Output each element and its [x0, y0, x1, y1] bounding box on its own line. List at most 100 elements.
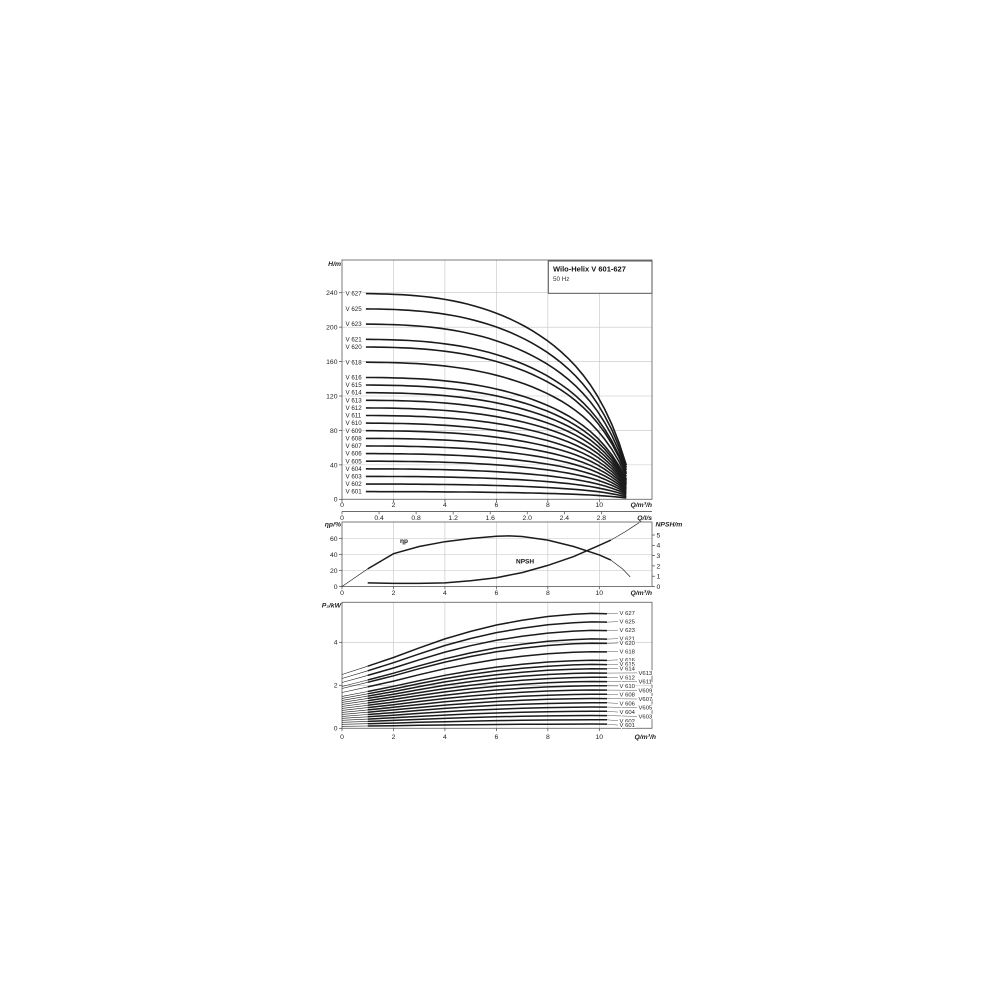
power-curve-v605: [367, 706, 608, 718]
power-curve-v611: [367, 680, 608, 704]
head-curve-name: V 603: [346, 474, 363, 481]
head-curve-v616: [365, 376, 628, 480]
head-curve-name: V 612: [346, 405, 363, 412]
power-curve-lead-in: [341, 723, 368, 725]
axis-tick-label: 2.4: [560, 515, 570, 522]
axis-tick-label: 0: [340, 502, 344, 509]
power-curve-lead-in: [341, 714, 368, 717]
power-curve-v620: [367, 642, 608, 684]
power-label-leader: [607, 651, 619, 653]
efficiency-axis-label: ηp/%: [325, 522, 341, 529]
head-curve-name: V 625: [346, 306, 363, 313]
power-curve-name: V 602: [620, 719, 635, 725]
power-curve-lead-in: [341, 711, 368, 715]
power-curve-v627: [367, 612, 608, 667]
power-curve-lead-in: [341, 695, 368, 701]
head-curve-v627: [365, 292, 628, 466]
power-curve-v607: [367, 697, 608, 713]
power-curve-name: V 606: [620, 701, 636, 707]
efficiency-curve-label: ηp: [400, 538, 408, 545]
axis-tick-label: 2.8: [597, 515, 607, 522]
head-curve-v606: [365, 452, 627, 493]
head-curve-name: V 605: [346, 458, 363, 465]
power-curve-name: V 618: [620, 649, 636, 655]
head-curve-v620: [365, 346, 628, 475]
head-curve-v625: [365, 308, 628, 468]
npsh-curve-label: NPSH: [516, 559, 534, 566]
power-label-leader: [607, 621, 619, 623]
power-curve-v609: [367, 689, 608, 709]
axis-tick-label: 4: [443, 734, 447, 741]
head-curve-v618: [365, 361, 628, 477]
power-curve-v606: [367, 702, 607, 716]
power-curve-v602: [367, 719, 607, 725]
head-curve-name: V 604: [346, 466, 363, 473]
power-label-leader: [607, 629, 619, 631]
power-label-leader: [607, 638, 619, 640]
axis-tick-label: 3: [657, 553, 661, 560]
power-curve-lead-in: [341, 709, 368, 713]
power-label-leader: [607, 706, 638, 708]
axis-tick-label: 4: [443, 502, 447, 509]
power-curve-name: V613: [639, 671, 653, 677]
head-curve-name: V 601: [346, 489, 363, 496]
head-curve-name: V 620: [346, 344, 363, 351]
power-curve-lead-in: [341, 691, 368, 697]
power-curve-lead-in: [341, 716, 368, 719]
axis-tick-label: 1.2: [448, 515, 458, 522]
label-leader-lines: [606, 612, 638, 726]
power-curve-name: V 623: [620, 628, 636, 634]
axis-tick-label: 240: [326, 290, 338, 297]
power-curve-name: V607: [639, 697, 653, 703]
axis-tick-label: 2: [392, 734, 396, 741]
axis-tick-label: 10: [596, 590, 604, 597]
axis-tick-label: 0: [334, 497, 338, 504]
head-curve-v603: [365, 475, 627, 497]
head-curve-v604: [365, 468, 627, 495]
axis-tick-label: 0: [340, 590, 344, 597]
axis-tick-label: 4: [657, 543, 661, 550]
head-curve-v602: [365, 483, 627, 498]
head-curve-v605: [365, 460, 627, 494]
head-curve-v608: [365, 437, 627, 490]
power-curve-lead-in: [341, 665, 368, 675]
flow-ls-axis-label: Q/l/s: [637, 515, 652, 522]
axis-tick-label: 1: [657, 574, 661, 581]
head-curve-name: V 618: [346, 359, 363, 366]
pump-curves: [341, 292, 640, 727]
head-curve-name: V 611: [346, 413, 362, 420]
axis-tick-label: 2: [334, 683, 338, 690]
power-curve-v618: [367, 650, 608, 688]
head-curve-v610: [365, 422, 627, 488]
axis-tick-label: 5: [657, 532, 661, 539]
power-plot-border: [341, 601, 653, 729]
head-curve-name: V 609: [346, 428, 363, 435]
head-curve-v615: [365, 384, 627, 481]
power-curve-v608: [367, 693, 608, 711]
axis-tick-label: 2: [392, 590, 396, 597]
head-curve-v614: [365, 391, 627, 483]
power-label-leader: [607, 711, 619, 713]
power-curve-lead-in: [341, 679, 368, 687]
head-curve-name: V 606: [346, 451, 363, 458]
power-curve-lead-in: [341, 682, 368, 689]
power-curve-v621: [367, 638, 608, 681]
head-curve-name: V 602: [346, 481, 363, 488]
power-curve-v615: [367, 663, 608, 695]
head-curve-name: V 627: [346, 291, 363, 298]
npsh-curve: [610, 522, 640, 541]
axis-tick-label: 160: [326, 359, 338, 366]
head-chart-x-axis-label: Q/m³/h: [630, 502, 652, 509]
axis-tick-label: 6: [494, 590, 498, 597]
head-curve-v623: [365, 323, 628, 471]
power-curve-lead-in: [341, 675, 368, 683]
efficiency-curve: [367, 535, 612, 570]
power-curve-name: V 620: [620, 641, 636, 647]
title-box: Wilo-Helix V 601-627 50 Hz: [547, 260, 653, 294]
power-curve-name: V 614: [620, 667, 636, 673]
power-label-leader: [607, 715, 638, 717]
power-axis-label: P₂/kW: [322, 603, 342, 610]
